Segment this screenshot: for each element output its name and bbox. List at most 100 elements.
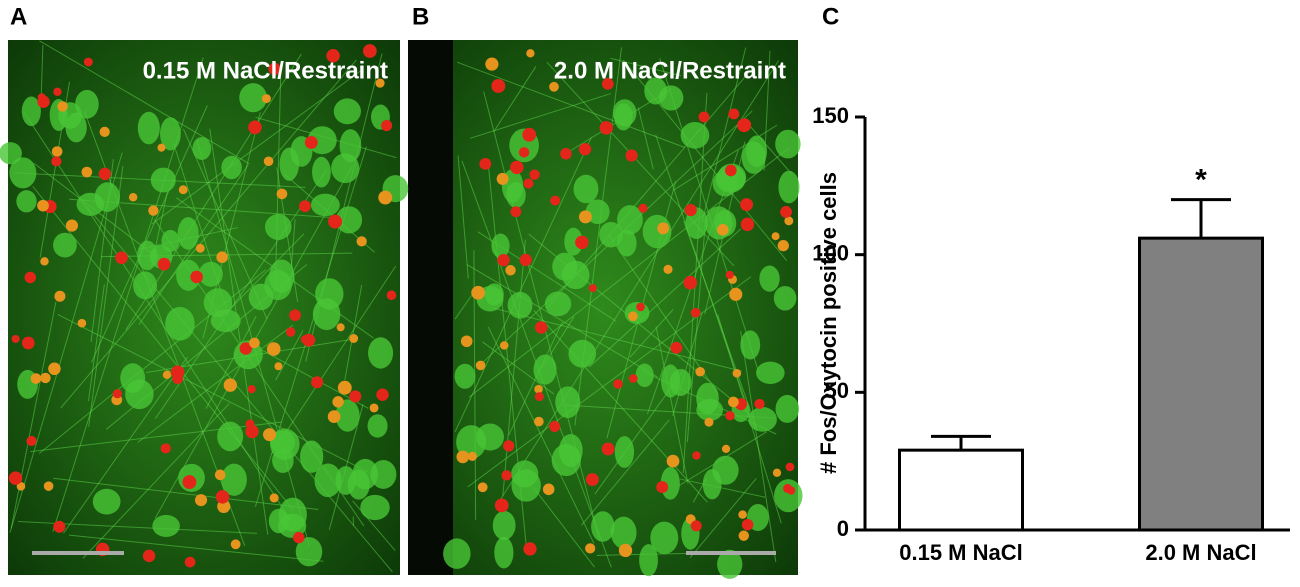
nucleus bbox=[520, 254, 532, 266]
nucleus bbox=[728, 109, 739, 120]
nucleus bbox=[667, 455, 680, 468]
nucleus bbox=[543, 484, 555, 496]
neuron bbox=[265, 214, 292, 240]
y-tick-label: 150 bbox=[812, 103, 849, 128]
nucleus bbox=[600, 121, 613, 134]
panel-title: 2.0 M NaCl/Restraint bbox=[554, 57, 786, 84]
nucleus bbox=[476, 361, 486, 371]
nucleus bbox=[376, 389, 388, 401]
nucleus bbox=[656, 481, 668, 493]
neuron bbox=[574, 175, 599, 203]
neuron bbox=[742, 142, 766, 174]
nucleus bbox=[185, 557, 196, 568]
nucleus bbox=[523, 178, 533, 188]
nucleus bbox=[357, 236, 367, 246]
nucleus bbox=[510, 206, 521, 217]
neuron bbox=[334, 98, 361, 124]
nucleus bbox=[302, 334, 315, 347]
neuron bbox=[775, 130, 800, 159]
y-tick-label: 0 bbox=[837, 516, 849, 541]
nucleus bbox=[299, 200, 311, 212]
neuron bbox=[95, 182, 120, 212]
nucleus bbox=[619, 544, 632, 557]
neuron bbox=[494, 537, 513, 569]
neuron bbox=[681, 122, 710, 149]
nucleus bbox=[215, 470, 226, 481]
nucleus bbox=[40, 257, 48, 265]
x-tick-label: 2.0 M NaCl bbox=[1145, 540, 1256, 565]
neuron bbox=[368, 337, 393, 368]
nucleus bbox=[685, 204, 697, 216]
nucleus bbox=[349, 334, 358, 343]
nucleus bbox=[695, 367, 705, 377]
nucleus bbox=[54, 291, 65, 302]
neuron bbox=[249, 284, 274, 311]
nucleus bbox=[726, 271, 734, 279]
neuron bbox=[485, 283, 504, 305]
nucleus bbox=[337, 323, 345, 331]
nucleus bbox=[338, 381, 352, 395]
nucleus bbox=[722, 445, 730, 453]
nucleus bbox=[602, 443, 615, 456]
x-tick-label: 0.15 M NaCl bbox=[899, 540, 1023, 565]
nucleus bbox=[586, 473, 599, 486]
neuron bbox=[740, 330, 760, 359]
nucleus bbox=[293, 532, 304, 543]
nucleus bbox=[519, 147, 529, 157]
nucleus bbox=[639, 204, 648, 213]
neuron bbox=[133, 271, 157, 299]
neuron bbox=[756, 362, 785, 384]
nucleus bbox=[505, 265, 515, 275]
neuron bbox=[313, 298, 341, 330]
y-tick-label: 100 bbox=[812, 240, 849, 265]
neuron bbox=[125, 379, 153, 409]
nucleus bbox=[66, 219, 78, 231]
nucleus bbox=[25, 272, 36, 283]
neuron bbox=[636, 363, 654, 387]
panel-label: C bbox=[822, 3, 839, 30]
significance-label: * bbox=[1195, 164, 1207, 197]
nucleus bbox=[38, 93, 46, 101]
nucleus bbox=[9, 471, 22, 484]
micrograph-dark-edge bbox=[408, 40, 453, 575]
nucleus bbox=[683, 276, 697, 290]
nucleus bbox=[99, 168, 111, 180]
nucleus bbox=[52, 146, 63, 157]
nucleus bbox=[245, 419, 254, 428]
neuron bbox=[614, 103, 632, 130]
neuron bbox=[776, 395, 799, 423]
nucleus bbox=[115, 251, 128, 264]
nucleus bbox=[196, 244, 205, 253]
nucleus bbox=[691, 520, 702, 531]
nucleus bbox=[787, 486, 795, 494]
y-tick-label: 50 bbox=[825, 378, 849, 403]
neuron bbox=[545, 291, 571, 316]
neuron bbox=[93, 489, 121, 515]
nucleus bbox=[585, 543, 595, 553]
neuron bbox=[705, 206, 733, 239]
neuron bbox=[360, 495, 389, 520]
neuron bbox=[204, 288, 232, 317]
nucleus bbox=[311, 376, 323, 388]
nucleus bbox=[129, 193, 137, 201]
nucleus bbox=[657, 222, 669, 234]
nucleus bbox=[478, 482, 488, 492]
neuron bbox=[269, 259, 294, 293]
neuron bbox=[778, 171, 799, 204]
neuron bbox=[552, 444, 581, 476]
nucleus bbox=[40, 373, 50, 383]
nucleus bbox=[113, 389, 122, 398]
nucleus bbox=[456, 451, 469, 464]
neuron bbox=[491, 234, 509, 259]
panel-label: A bbox=[10, 3, 27, 30]
nucleus bbox=[691, 308, 701, 318]
nucleus bbox=[535, 321, 547, 333]
nucleus bbox=[249, 338, 260, 349]
nucleus bbox=[143, 550, 155, 562]
nucleus bbox=[471, 286, 485, 300]
nucleus bbox=[157, 144, 165, 152]
nucleus bbox=[739, 531, 749, 541]
nucleus bbox=[262, 94, 271, 103]
nucleus bbox=[274, 362, 282, 370]
nucleus bbox=[741, 218, 754, 231]
